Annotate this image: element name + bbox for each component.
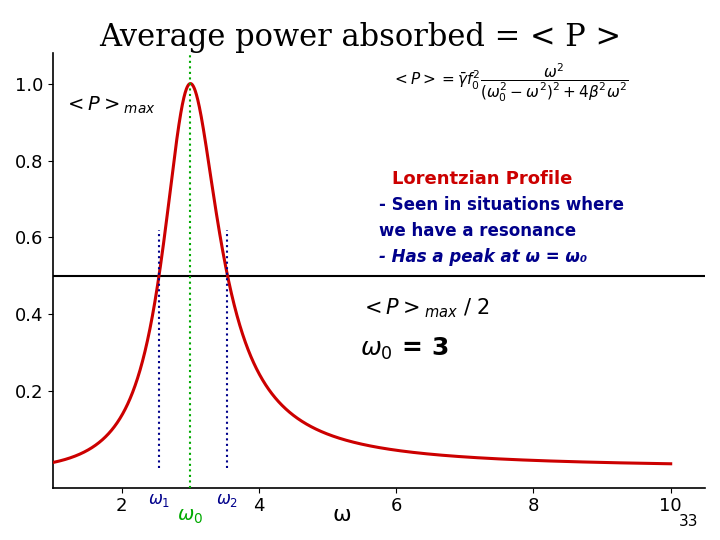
Text: - Has a peak at ω = ω₀: - Has a peak at ω = ω₀ bbox=[379, 248, 588, 266]
Text: $< P >_{max}$ / 2: $< P >_{max}$ / 2 bbox=[359, 296, 490, 320]
Text: we have a resonance: we have a resonance bbox=[379, 222, 576, 240]
Text: $< P >_{max}$: $< P >_{max}$ bbox=[63, 95, 156, 117]
Text: $\omega_1$: $\omega_1$ bbox=[148, 491, 170, 509]
Text: $\omega_0$ = 3: $\omega_0$ = 3 bbox=[359, 335, 448, 362]
Text: ω: ω bbox=[332, 505, 351, 525]
Text: $< P > = \bar{\gamma} f_0^2 \dfrac{\omega^2}{(\omega_0^2 - \omega^2)^2 + 4\beta^: $< P > = \bar{\gamma} f_0^2 \dfrac{\omeg… bbox=[392, 62, 629, 104]
Text: Average power absorbed = < P >: Average power absorbed = < P > bbox=[99, 22, 621, 52]
Text: Lorentzian Profile: Lorentzian Profile bbox=[392, 170, 572, 188]
Text: 33: 33 bbox=[679, 514, 698, 529]
Text: $\omega_0$: $\omega_0$ bbox=[177, 507, 204, 526]
Text: - Seen in situations where: - Seen in situations where bbox=[379, 196, 624, 214]
Text: $\omega_2$: $\omega_2$ bbox=[216, 491, 238, 509]
